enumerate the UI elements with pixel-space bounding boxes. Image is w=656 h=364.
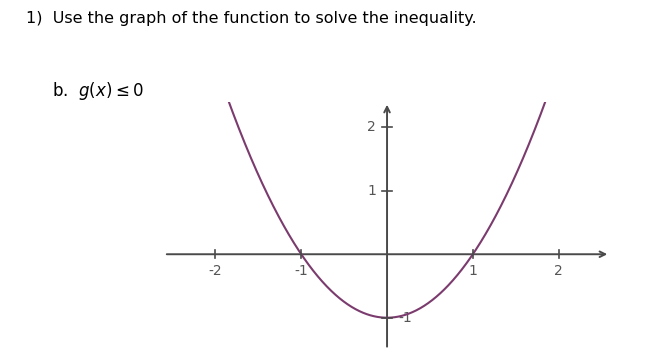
Text: 2: 2 [367,120,376,134]
Text: -2: -2 [209,264,222,278]
Text: 1: 1 [468,264,478,278]
Text: 1)  Use the graph of the function to solve the inequality.: 1) Use the graph of the function to solv… [26,11,477,26]
Text: -1: -1 [295,264,308,278]
Text: -1: -1 [398,311,412,325]
Text: 1: 1 [367,184,376,198]
Text: b.  $g(x) \leq 0$: b. $g(x) \leq 0$ [52,80,144,102]
Text: 2: 2 [554,264,563,278]
